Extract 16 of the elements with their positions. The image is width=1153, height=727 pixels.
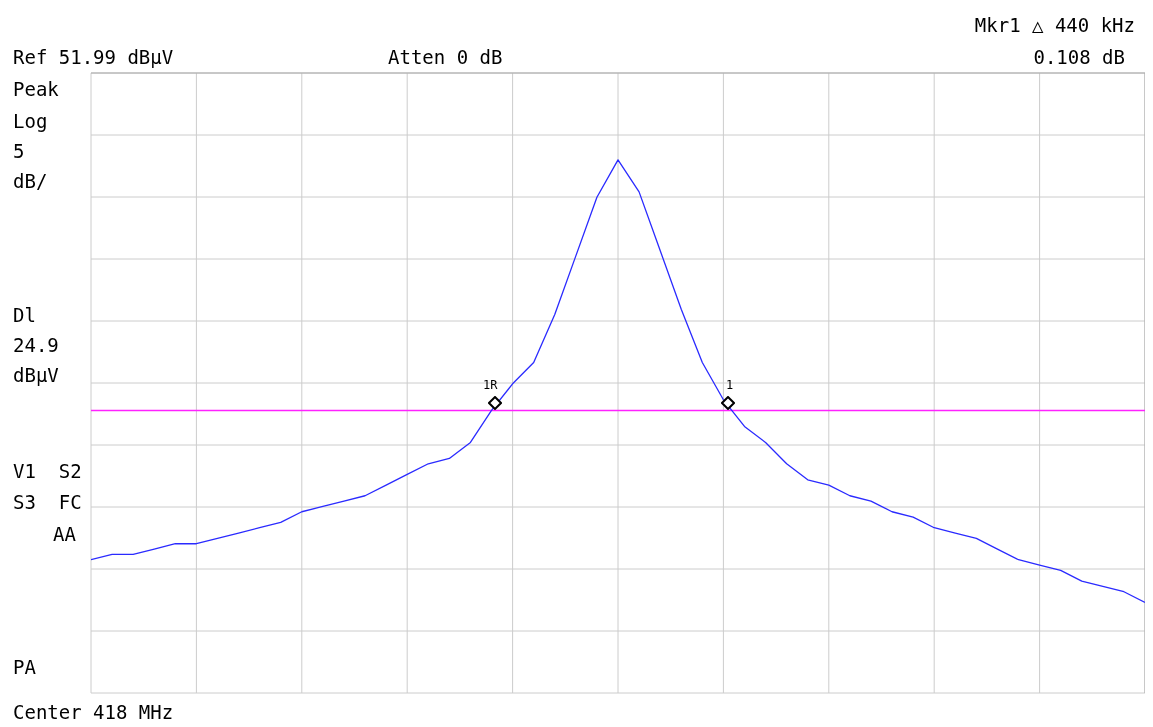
text: Atten 0 dB (388, 46, 503, 68)
text: S3 FC (13, 491, 82, 513)
text: Peak (13, 78, 59, 100)
text: Center 418 MHz (13, 701, 174, 723)
text: 0.108 dB (1033, 46, 1125, 68)
ref-line-label: Dl 24.9 dBμV (13, 303, 59, 388)
annotation: 1 (726, 377, 734, 394)
text: Mkr1 △ 440 kHz (974, 14, 1135, 36)
text: AA (53, 523, 76, 545)
text: 5 (13, 140, 25, 162)
text: V1 S2 (13, 460, 82, 482)
text: Ref 51.99 dBμV (13, 46, 174, 68)
text: PA (13, 656, 36, 678)
annotation: 1R (483, 377, 498, 394)
text: dB/ (13, 170, 48, 192)
text: Log (13, 110, 48, 132)
